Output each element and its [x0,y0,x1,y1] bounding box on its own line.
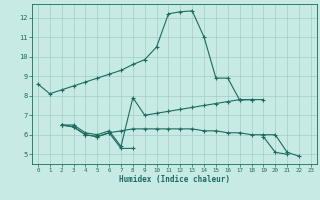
X-axis label: Humidex (Indice chaleur): Humidex (Indice chaleur) [119,175,230,184]
